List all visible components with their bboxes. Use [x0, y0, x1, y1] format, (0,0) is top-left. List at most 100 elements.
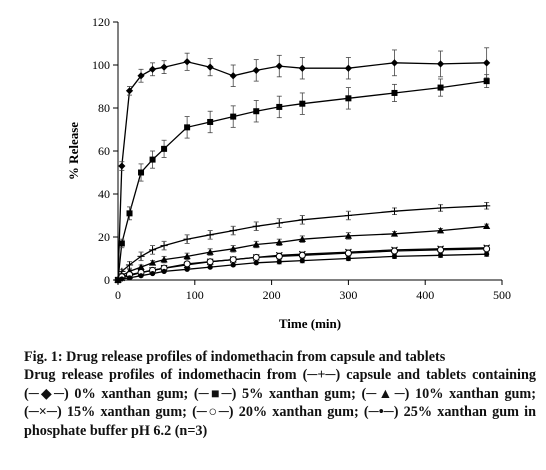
- x-tick-label: 300: [339, 288, 357, 302]
- square-marker: [483, 78, 490, 85]
- dot-marker: [149, 270, 156, 277]
- series-diamond: [114, 47, 491, 284]
- square-marker: [184, 124, 191, 131]
- triangle-marker: [137, 263, 145, 270]
- plus-marker: [483, 202, 491, 210]
- release-chart: 0 20 40 60 80 100 120 % Release 0 100 200 300 400 5…: [66, 15, 511, 331]
- square-marker: [118, 240, 125, 247]
- xanthan-15-legend-symbol: ─×─: [28, 404, 57, 421]
- caption-text: Drug release profiles of indomethacin fr…: [24, 367, 308, 384]
- dot-marker: [276, 259, 282, 265]
- triangle-marker: [390, 230, 399, 237]
- circle-marker: [229, 256, 237, 264]
- triangle-marker: [483, 222, 491, 230]
- dot-marker: [138, 273, 144, 279]
- x-tick-label: 0: [115, 288, 121, 302]
- y-tick-label: 100: [92, 58, 110, 72]
- y-tick-label: 120: [92, 15, 110, 29]
- x-tick-label: 100: [186, 288, 204, 302]
- diamond-marker: [137, 72, 145, 80]
- square-marker: [161, 145, 168, 152]
- dot-marker: [207, 264, 213, 270]
- plus-marker: [229, 226, 237, 235]
- circle-marker: [437, 246, 445, 254]
- plus-marker: [137, 252, 145, 260]
- x-axis-label: Time (min): [279, 316, 341, 331]
- dot-marker: [345, 255, 351, 262]
- caption-text: ) 15% xanthan gum; (: [56, 404, 197, 421]
- dot-marker: [391, 253, 398, 259]
- series-line: [117, 80, 487, 281]
- plus-marker: [252, 222, 260, 230]
- dot-marker: [161, 268, 167, 274]
- x-tick-label: 200: [263, 288, 281, 302]
- diamond-marker: [160, 63, 168, 71]
- plus-marker: [436, 204, 445, 212]
- square-marker: [149, 156, 156, 163]
- plus-marker: [298, 216, 306, 224]
- diamond-marker: [390, 59, 399, 67]
- dot-marker: [299, 258, 305, 264]
- caption-text: ) 20% xanthan gum; (: [228, 404, 369, 421]
- series-line: [117, 205, 487, 281]
- triangle-marker: [229, 245, 237, 252]
- square-marker: [299, 100, 306, 107]
- square-marker: [345, 95, 352, 102]
- series-line: [117, 61, 487, 281]
- series-square: [115, 74, 490, 283]
- y-axis: 0 20 40 60 80 100 120 % Release: [66, 15, 119, 287]
- square-marker: [276, 103, 283, 110]
- square-marker: [391, 89, 398, 96]
- caption-body: Drug release profiles of indomethacin fr…: [24, 366, 536, 440]
- circle-marker: [344, 249, 352, 257]
- plus-marker: [275, 219, 283, 227]
- square-marker: [207, 118, 214, 125]
- diamond-marker: [183, 58, 191, 66]
- series-circle: [114, 245, 491, 284]
- series-line: [117, 248, 487, 281]
- series-line: [117, 225, 487, 281]
- xanthan-25-legend-symbol: ─•─: [368, 404, 394, 421]
- circle-marker: [298, 251, 306, 259]
- caption-text: ) 0% xanthan gum; (: [64, 385, 199, 402]
- x-tick-label: 400: [416, 288, 434, 302]
- caption-text: ) 5% xanthan gum; (: [231, 385, 367, 402]
- circle-marker: [206, 258, 214, 266]
- capsule-legend-symbol: ─+─: [307, 367, 336, 384]
- diamond-marker: [483, 59, 491, 67]
- square-marker: [126, 210, 133, 217]
- plus-marker: [160, 242, 168, 250]
- caption-title: Fig. 1: Drug release profiles of indomet…: [24, 349, 446, 365]
- circle-marker: [252, 253, 260, 261]
- series-triangle: [114, 222, 491, 283]
- triangle-marker: [148, 259, 157, 266]
- diamond-marker: [206, 63, 214, 71]
- plus-marker: [344, 211, 352, 220]
- series-dot: [115, 251, 490, 283]
- diamond-marker: [118, 162, 126, 170]
- triangle-marker: [436, 226, 445, 234]
- circle-marker: [275, 252, 283, 260]
- y-tick-label: 0: [104, 273, 110, 287]
- dot-marker: [184, 266, 190, 272]
- circle-marker: [483, 245, 491, 253]
- diamond-marker: [344, 64, 352, 72]
- plus-marker: [183, 235, 191, 243]
- dot-marker: [119, 276, 125, 282]
- plus-marker: [390, 207, 399, 215]
- square-marker: [138, 169, 145, 176]
- triangle-marker: [275, 238, 283, 246]
- square-marker: [253, 108, 260, 115]
- caption-text: ) 25% xanthan gum in phosphate buffer pH…: [24, 404, 536, 439]
- plus-marker: [125, 261, 134, 269]
- circle-marker: [390, 247, 398, 255]
- y-tick-label: 20: [98, 230, 110, 244]
- diamond-marker: [148, 65, 157, 73]
- caption-text: ) 10% xanthan gum; (: [24, 385, 536, 421]
- square-marker: [437, 84, 444, 91]
- triangle-marker: [298, 235, 306, 242]
- dot-marker: [437, 252, 444, 258]
- figure-caption: Fig. 1: Drug release profiles of indomet…: [24, 348, 536, 440]
- triangle-marker: [183, 252, 191, 260]
- triangle-marker: [252, 240, 260, 248]
